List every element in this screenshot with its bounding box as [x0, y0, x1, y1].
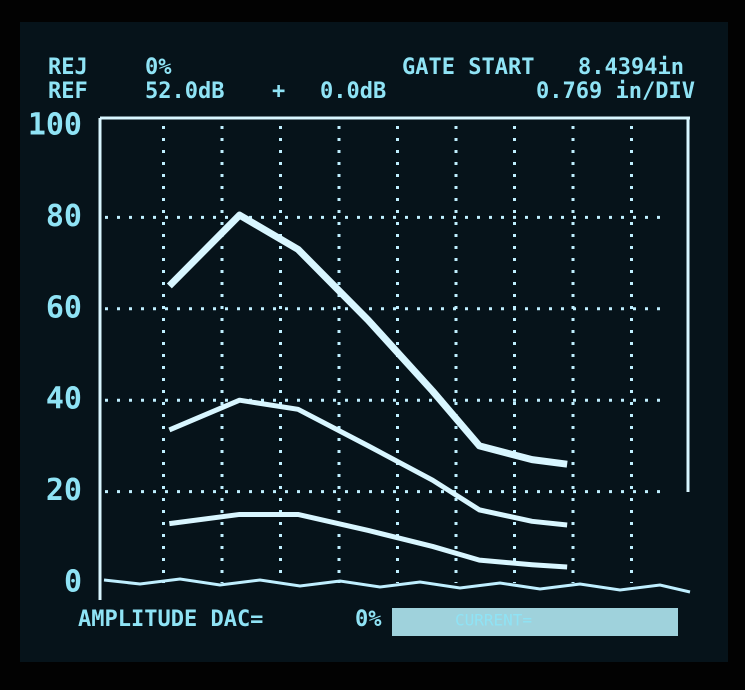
annotation: CURRENT=	[455, 611, 532, 630]
annotation: REJ	[48, 55, 88, 80]
current-box	[392, 608, 678, 636]
chart: REJ 0% GATE START 8.4394in REF 52.0dB +0.0dB 0.…	[0, 0, 745, 690]
annotation: +	[272, 79, 285, 104]
annotation: GATE START	[402, 55, 534, 80]
annotation: 0.0dB	[320, 79, 386, 104]
y-tick-label: 0	[64, 565, 82, 600]
y-tick-label: 60	[46, 290, 82, 325]
annotation: AMPLITUDE DAC=	[78, 607, 263, 632]
annotation: 52.0dB	[145, 79, 224, 104]
annotation: 0%	[355, 607, 382, 632]
y-tick-label: 40	[46, 382, 82, 417]
y-tick-label: 100	[28, 108, 82, 143]
annotation: 8.4394in	[578, 55, 684, 80]
annotation: 0.769 in/DIV	[536, 79, 695, 104]
y-tick-label: 20	[46, 473, 82, 508]
y-tick-label: 80	[46, 199, 82, 234]
annotation: 0%	[145, 55, 172, 80]
annotation: REF	[48, 79, 88, 104]
